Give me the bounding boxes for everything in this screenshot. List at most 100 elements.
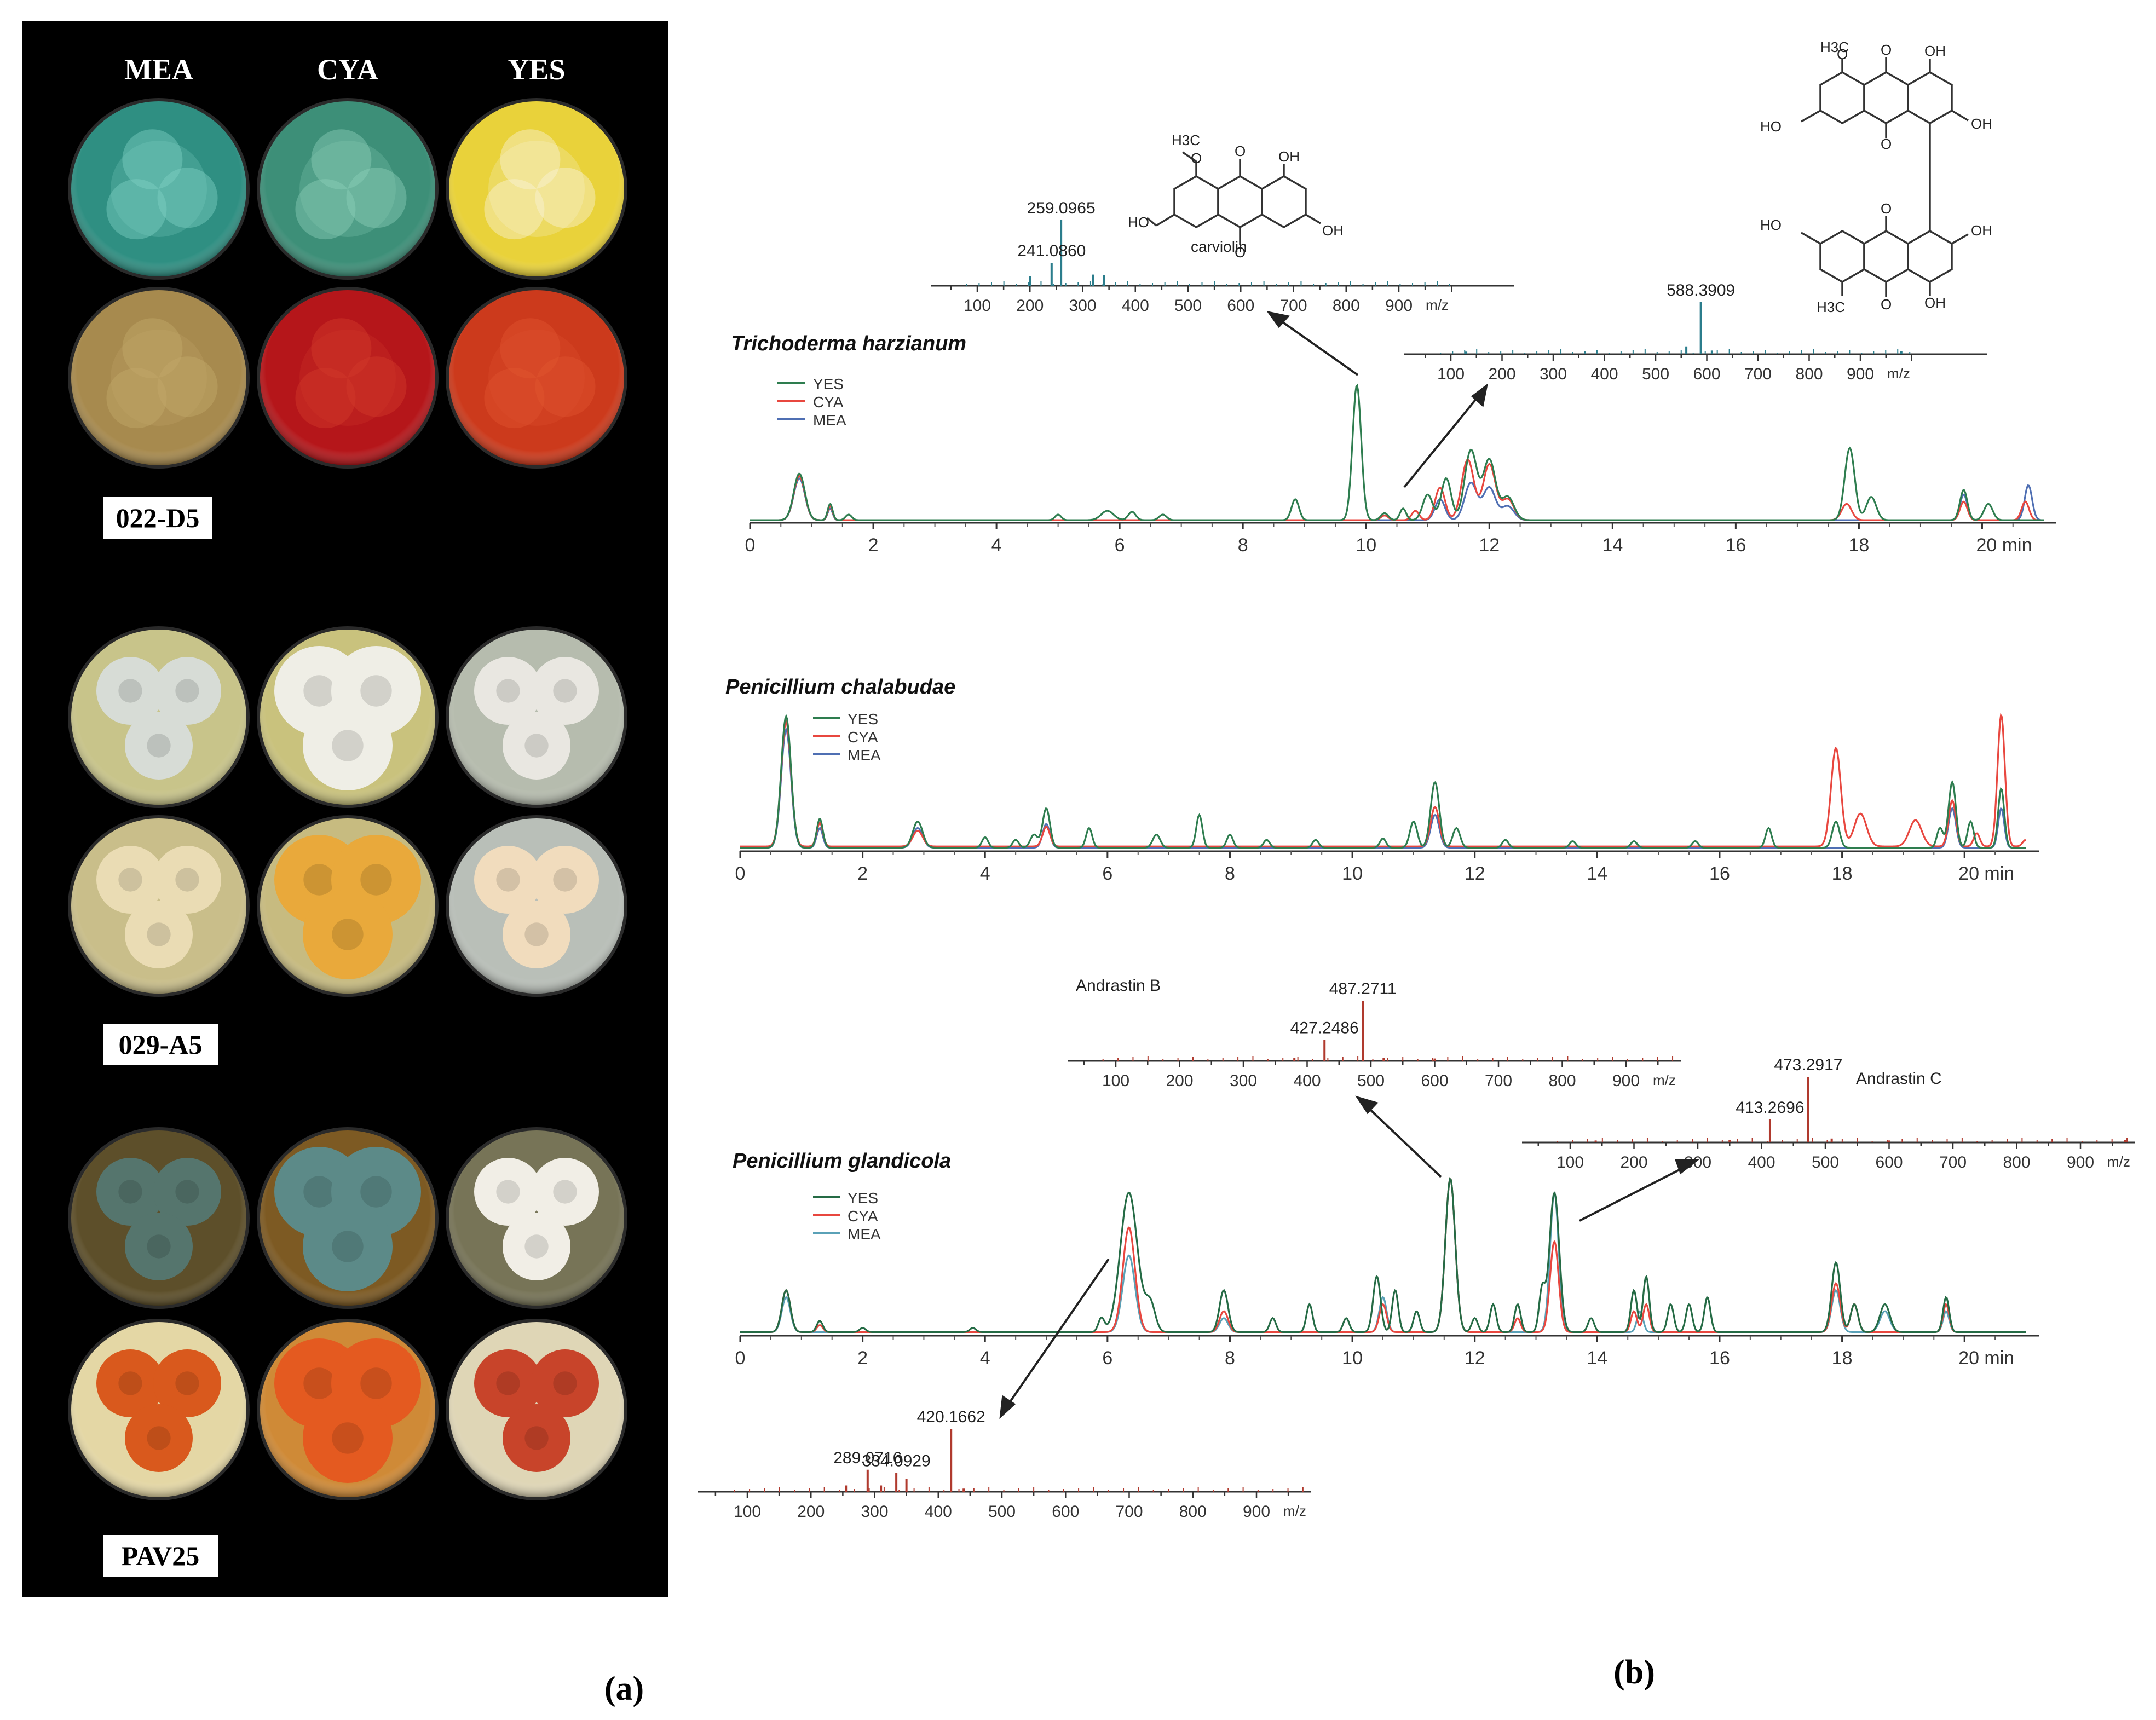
petri-plate xyxy=(257,98,439,280)
legend-label-cya: CYA xyxy=(813,394,844,411)
x-tick-label: 8 xyxy=(1225,863,1235,884)
atom-label: O xyxy=(1235,143,1246,159)
atom-label: HO xyxy=(1760,118,1782,135)
x-tick-label: 4 xyxy=(991,535,1002,556)
ms-tick-label: 200 xyxy=(797,1503,825,1521)
ms-tick-label: 200 xyxy=(1488,365,1515,383)
petri-plate xyxy=(68,98,250,280)
ms-peak-label: 588.3909 xyxy=(1667,281,1735,299)
media-header-mea: MEA xyxy=(124,53,193,86)
legend-label-mea: MEA xyxy=(848,1226,881,1243)
arrow-head xyxy=(999,1395,1016,1419)
ms-peak-label: 420.1662 xyxy=(917,1408,985,1426)
plate-shading xyxy=(71,818,246,994)
plates-grid xyxy=(68,98,627,1500)
plate-shading xyxy=(449,818,624,994)
petri-plate xyxy=(68,1319,250,1500)
ms-tick-label: 100 xyxy=(1437,365,1465,383)
ms-tick-label: 700 xyxy=(1744,365,1772,383)
ms-tick-label: 400 xyxy=(1122,297,1149,315)
legend: YES CYA MEA xyxy=(813,1190,881,1243)
x-tick-label: 4 xyxy=(980,1348,990,1369)
bond xyxy=(1951,233,1969,245)
ring xyxy=(1819,71,1865,125)
atom-label: OH xyxy=(1322,222,1344,239)
ms-tick-label: 700 xyxy=(1279,297,1307,315)
petri-plate xyxy=(446,626,627,808)
x-tick-label: 12 xyxy=(1465,1348,1485,1369)
series-line-cya xyxy=(750,458,2044,521)
ms-tick-label: 600 xyxy=(1875,1153,1903,1171)
petri-plate xyxy=(68,1127,250,1309)
petri-plate xyxy=(257,287,439,469)
ms-tick-label: 900 xyxy=(1612,1072,1640,1090)
ms-tick-label: 400 xyxy=(1293,1072,1321,1090)
arrow-to-dimer xyxy=(1403,392,1482,488)
x-tick-label: 2 xyxy=(868,535,879,556)
ring xyxy=(1261,175,1307,229)
compound-label-andrastin-b: Andrastin B xyxy=(1076,977,1161,995)
ms-tick-label: 400 xyxy=(1748,1153,1775,1171)
x-tick-label: 10 xyxy=(1356,535,1376,556)
plate-shading xyxy=(71,101,246,276)
panel-b-chromatograms: Trichoderma harzianum YES CYA MEA 0 2 4 6 8 1… xyxy=(698,39,2135,1521)
plate-shading xyxy=(449,101,624,276)
ms-axis-label: m/z xyxy=(2107,1153,2130,1170)
legend-label-yes: YES xyxy=(848,1190,878,1207)
plate-shading xyxy=(260,290,435,465)
x-tick-label: 14 xyxy=(1587,863,1607,884)
plate-shading xyxy=(71,630,246,805)
x-tick-label: 20 min xyxy=(1958,863,2014,884)
ring xyxy=(1907,71,1953,125)
media-header-cya: CYA xyxy=(317,53,378,86)
ms-tick-label: 800 xyxy=(2003,1153,2030,1171)
ms-tick-label: 200 xyxy=(1016,297,1044,315)
ms-tick-label: 500 xyxy=(1357,1072,1385,1090)
ms-tick-label: 500 xyxy=(1642,365,1669,383)
bond xyxy=(1305,213,1321,224)
arrow-head xyxy=(1471,383,1488,407)
plate-shading xyxy=(449,1322,624,1497)
chromatogram-title: Penicillium glandicola xyxy=(733,1150,951,1173)
ms-axis-label: m/z xyxy=(1426,297,1449,313)
structure-dimer xyxy=(1801,57,1969,297)
ms-peak-label: 241.0860 xyxy=(1017,242,1086,260)
atom-label: O xyxy=(1235,244,1246,261)
bond xyxy=(1156,213,1175,227)
ms-tick-label: 300 xyxy=(1069,297,1096,315)
x-tick-label: 12 xyxy=(1465,863,1485,884)
mass-spectrum-carviolin: 100 200 300 400 500 600 700 800 900 m/z 241.0860 25… xyxy=(931,199,1514,315)
atom-label: H3C xyxy=(1172,132,1200,148)
ms-tick-label: 500 xyxy=(1812,1153,1839,1171)
plate-shading xyxy=(260,1130,435,1306)
atom-label: O xyxy=(1191,150,1202,166)
strain-label-pav25: PAV25 xyxy=(103,1535,218,1577)
structure-dimer-labels: H3C O O OH HO OH HO OH O O OH H3C O xyxy=(1760,39,1992,315)
strain-label-022-d5: 022-D5 xyxy=(103,497,212,539)
ms-tick-label: 800 xyxy=(1179,1503,1207,1521)
plate-shading xyxy=(260,630,435,805)
x-tick-label: 10 xyxy=(1342,863,1363,884)
ms-peak-label: 473.2917 xyxy=(1774,1056,1842,1074)
ms-tick-label: 600 xyxy=(1227,297,1254,315)
x-tick-label: 18 xyxy=(1832,1348,1853,1369)
x-tick-label: 6 xyxy=(1102,863,1112,884)
legend: YES CYA MEA xyxy=(777,376,846,429)
ms-peak-label: 334.0929 xyxy=(862,1452,931,1470)
x-tick-label: 0 xyxy=(735,863,746,884)
ms-peak-label: 289.0716 xyxy=(833,1449,902,1467)
x-tick-label: 18 xyxy=(1832,863,1853,884)
chromatogram-title: Trichoderma harzianum xyxy=(731,332,966,355)
ms-tick-label: 300 xyxy=(1230,1072,1257,1090)
x-tick-label: 14 xyxy=(1587,1348,1607,1369)
plate-shading xyxy=(71,1322,246,1497)
ring xyxy=(1907,229,1953,284)
ms-tick-label: 100 xyxy=(964,297,991,315)
strain-label-text: PAV25 xyxy=(122,1540,200,1571)
atom-label: O xyxy=(1837,46,1848,62)
bond xyxy=(1146,217,1157,227)
atom-label: O xyxy=(1881,296,1892,313)
x-tick-label: 10 xyxy=(1342,1348,1363,1369)
x-tick-label: 8 xyxy=(1225,1348,1235,1369)
ms-peak-label: 259.0965 xyxy=(1027,199,1096,217)
